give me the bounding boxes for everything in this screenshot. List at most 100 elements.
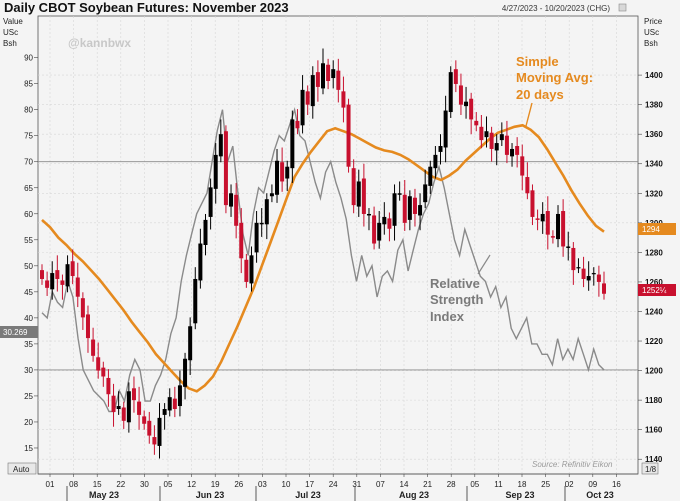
date-tick-label: 02: [565, 480, 574, 489]
rsi-value-text: 30.269: [3, 328, 28, 337]
rsi-annotation-line2: Strength: [430, 292, 484, 307]
candle-body: [382, 216, 387, 225]
date-tick-label: 16: [612, 480, 621, 489]
candle-body: [290, 119, 295, 169]
sma-series-line: [41, 123, 605, 393]
date-axis: 01 08 15 22 30 05 12 19 26 03 10 17 24 31 07 14 21 28 05 11…: [38, 473, 638, 501]
candle-body: [126, 391, 131, 423]
candle-body: [244, 259, 249, 282]
candle-body: [259, 222, 264, 225]
date-tick-label: 18: [518, 480, 527, 489]
candle-body: [351, 168, 356, 206]
candle-body: [239, 222, 244, 259]
candle-body: [229, 193, 234, 207]
candle-body: [443, 110, 448, 148]
date-tick-label: 26: [234, 480, 243, 489]
candle-body: [356, 181, 361, 207]
candle-body: [121, 407, 126, 421]
candle-body: [101, 367, 106, 377]
candle-body: [586, 276, 591, 281]
last-price-badge: 1252¼: [638, 284, 676, 296]
left-unit-value: Value: [3, 17, 23, 26]
rsi-series-line: [41, 106, 605, 413]
candle-body: [152, 437, 157, 445]
date-tick-label: 28: [447, 480, 456, 489]
candle-body: [525, 177, 530, 194]
candle-body: [305, 91, 310, 105]
date-range: 4/27/2023 - 10/20/2023 (CHG): [502, 4, 610, 13]
ratio-button[interactable]: [641, 462, 659, 475]
rsi-tick-label: 65: [24, 184, 33, 193]
candle-body: [142, 416, 147, 424]
candle-body: [60, 280, 65, 285]
date-tick-label: 21: [423, 480, 432, 489]
date-tick-label: 30: [140, 480, 149, 489]
candle-body: [423, 184, 428, 203]
left-unit-bsh: Bsh: [3, 39, 17, 48]
candle-body: [310, 75, 315, 107]
candle-body: [336, 70, 341, 90]
candle-body: [545, 211, 550, 235]
candle-body: [566, 246, 571, 248]
price-tick-label: 1280: [645, 248, 663, 257]
candle-body: [591, 273, 596, 275]
candle-body: [448, 72, 453, 113]
last-price-text: 1252¼: [642, 286, 667, 295]
price-tick-label: 1220: [645, 337, 663, 346]
rsi-value-badge: 30.269: [0, 326, 38, 338]
rsi-annotation-pointer: [477, 254, 491, 275]
price-tick-label: 1320: [645, 189, 663, 198]
candle-body: [397, 193, 402, 195]
candle-body: [520, 156, 525, 176]
candle-body: [576, 267, 581, 269]
candle-body: [571, 247, 576, 271]
candle-body: [464, 101, 469, 107]
candle-body: [172, 398, 177, 409]
rsi-tick-label: 80: [24, 106, 33, 115]
price-tick-label: 1260: [645, 278, 663, 287]
candle-body: [177, 385, 182, 407]
candle-body: [183, 358, 188, 387]
candle-body: [346, 104, 351, 167]
candle-body: [581, 268, 586, 279]
month-label: Sep 23: [505, 490, 534, 500]
candle-body: [70, 261, 75, 277]
price-tick-label: 1200: [645, 367, 663, 376]
rsi-tick-label: 15: [24, 444, 33, 453]
rsi-tick-label: 40: [24, 314, 33, 323]
auto-scale-button[interactable]: [7, 462, 37, 475]
price-tick-label: 1380: [645, 101, 663, 110]
source-note: Source: Refinitiv Eikon: [532, 460, 613, 469]
candle-body: [510, 148, 515, 157]
candle-body: [167, 397, 172, 411]
candle-body: [458, 85, 463, 105]
date-tick-label: 07: [376, 480, 385, 489]
date-tick-label: 24: [329, 480, 338, 489]
date-tick-label: 11: [494, 480, 503, 489]
ratio-label: 1/8: [645, 465, 657, 474]
candle-body: [412, 197, 417, 214]
rsi-tick-label: 90: [24, 54, 33, 63]
candle-body: [499, 134, 504, 141]
candle-body: [203, 219, 208, 245]
month-label: Jun 23: [196, 490, 225, 500]
candle-body: [75, 277, 80, 297]
candle-body: [106, 377, 111, 395]
month-label: Oct 23: [586, 490, 614, 500]
date-tick-label: 03: [258, 480, 267, 489]
candle-body: [218, 134, 223, 157]
rsi-tick-label: 85: [24, 80, 33, 89]
candle-body: [321, 63, 325, 89]
candle-body: [469, 98, 474, 120]
sma-annotation-line1: Simple: [516, 54, 559, 69]
date-tick-label: 12: [187, 480, 196, 489]
candle-body: [535, 218, 540, 220]
date-tick-label: 17: [305, 480, 314, 489]
candle-body: [530, 190, 535, 217]
date-tick-label: 19: [211, 480, 220, 489]
candle-body: [208, 187, 213, 217]
candle-body: [249, 255, 254, 284]
candle-body: [295, 120, 300, 129]
candle-body: [515, 146, 520, 155]
